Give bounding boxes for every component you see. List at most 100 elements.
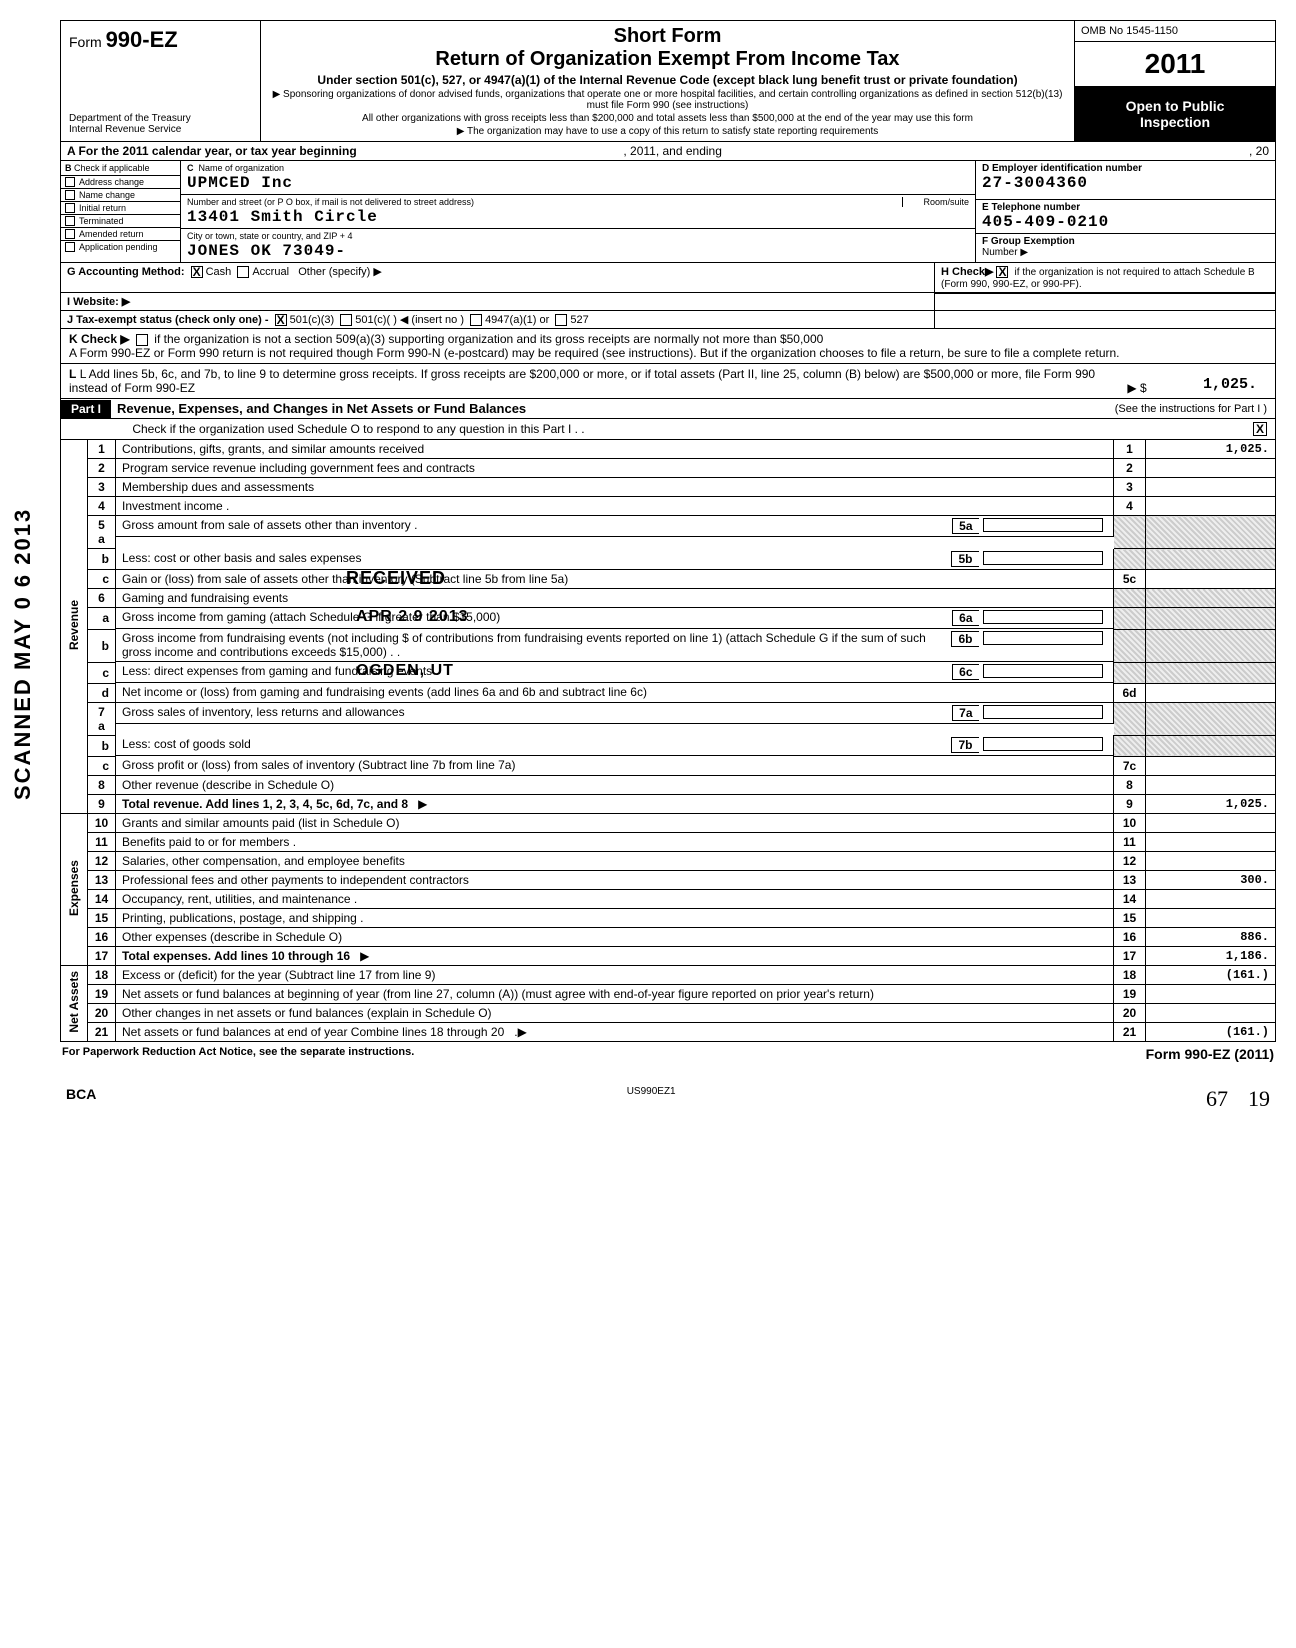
line-10: Expenses 10Grants and similar amounts pa… [61, 813, 1276, 832]
ck-accrual[interactable] [237, 266, 249, 278]
row-i: I Website: ▶ [60, 293, 1276, 311]
ck-app-pending[interactable]: Application pending [61, 241, 180, 253]
a: 300. [1146, 870, 1276, 889]
d: Membership dues and assessments [116, 478, 1114, 497]
a [1146, 1003, 1276, 1022]
header-right: OMB No 1545-1150 2011 Open to Public Ins… [1075, 21, 1275, 141]
shade [1114, 516, 1146, 549]
ck-address-change[interactable]: Address change [61, 176, 180, 189]
ck-schedule-o[interactable] [1253, 422, 1267, 436]
d: Net income or (loss) from gaming and fun… [116, 683, 1114, 702]
ck-amended[interactable]: Amended return [61, 228, 180, 241]
b: 5c [1114, 570, 1146, 589]
sub-amt[interactable] [983, 518, 1103, 532]
j4: 4947(a)(1) or [485, 314, 549, 326]
part1-check: Check if the organization used Schedule … [60, 419, 1276, 440]
g-label: G Accounting Method: [67, 266, 185, 278]
us-code: US990EZ1 [627, 1086, 676, 1112]
a: 1,186. [1146, 946, 1276, 965]
n: c [88, 570, 116, 589]
sub-amt[interactable] [983, 631, 1103, 645]
n: 11 [88, 832, 116, 851]
j5: 527 [570, 314, 588, 326]
other-label: Other (specify) ▶ [298, 266, 382, 278]
city: JONES OK 73049- [187, 242, 346, 260]
b: 15 [1114, 908, 1146, 927]
d: Contributions, gifts, grants, and simila… [116, 440, 1114, 459]
b: 3 [1114, 478, 1146, 497]
line-a: A For the 2011 calendar year, or tax yea… [60, 142, 1276, 161]
b: 10 [1114, 813, 1146, 832]
ck-cash[interactable] [191, 266, 203, 278]
bca-row: BCA US990EZ1 67 19 [60, 1066, 1276, 1116]
b: 9 [1114, 794, 1146, 813]
n: 7 a [88, 702, 116, 735]
shade [1146, 608, 1276, 630]
a: 886. [1146, 927, 1276, 946]
sub-amt[interactable] [983, 551, 1103, 565]
ck-501c3[interactable] [275, 314, 287, 326]
a: 1,025. [1146, 440, 1276, 459]
d: Other expenses (describe in Schedule O) [116, 927, 1114, 946]
a [1146, 984, 1276, 1003]
n: 2 [88, 459, 116, 478]
paperwork-notice: For Paperwork Reduction Act Notice, see … [62, 1046, 414, 1062]
d: Printing, publications, postage, and shi… [116, 908, 1114, 927]
part1-title: Revenue, Expenses, and Changes in Net As… [111, 399, 532, 418]
netassets-label: Net Assets [67, 971, 81, 1033]
d: Gross income from gaming (attach Schedul… [122, 610, 952, 626]
open-line1: Open to Public [1079, 98, 1271, 114]
d-label: D Employer identification number [982, 163, 1142, 174]
open-line2: Inspection [1079, 114, 1271, 130]
line-19: 19Net assets or fund balances at beginni… [61, 984, 1276, 1003]
a: (161.) [1146, 965, 1276, 984]
b: 20 [1114, 1003, 1146, 1022]
sub-amt[interactable] [983, 705, 1103, 719]
ck-4947[interactable] [470, 314, 482, 326]
ck-initial-return[interactable]: Initial return [61, 202, 180, 215]
shade [1114, 549, 1146, 570]
shade [1146, 702, 1276, 735]
footer: For Paperwork Reduction Act Notice, see … [60, 1042, 1276, 1066]
row-l: L L Add lines 5b, 6c, and 7b, to line 9 … [60, 364, 1276, 399]
ck-501c[interactable] [340, 314, 352, 326]
ck-terminated[interactable]: Terminated [61, 215, 180, 228]
row-j: J Tax-exempt status (check only one) - 5… [60, 311, 1276, 329]
line-6b: bGross income from fundraising events (n… [61, 629, 1276, 662]
sub-amt[interactable] [983, 737, 1103, 751]
line-12: 12Salaries, other compensation, and empl… [61, 851, 1276, 870]
d: Less: cost or other basis and sales expe… [122, 551, 951, 567]
side-date-stamp: MAY 0 6 2013 [10, 508, 36, 670]
line-6d: dNet income or (loss) from gaming and fu… [61, 683, 1276, 702]
line-5b: bLess: cost or other basis and sales exp… [61, 549, 1276, 570]
a [1146, 908, 1276, 927]
header-left: Form 990-EZ Department of the Treasury I… [61, 21, 261, 141]
ck-527[interactable] [555, 314, 567, 326]
d: Gaming and fundraising events [116, 589, 1114, 608]
line-5c: c Gain or (loss) from sale of assets oth… [61, 570, 1276, 589]
sub-amt[interactable] [983, 664, 1103, 678]
a [1146, 851, 1276, 870]
b: 18 [1114, 965, 1146, 984]
ck-label: Initial return [79, 203, 126, 213]
phone: 405-409-0210 [982, 213, 1109, 231]
ck-label: Address change [79, 177, 144, 187]
sb: 5a [952, 518, 978, 534]
n: 10 [88, 813, 116, 832]
ck-name-change[interactable]: Name change [61, 189, 180, 202]
ck-k[interactable] [136, 334, 148, 346]
a: 1,025. [1146, 794, 1276, 813]
n: a [88, 608, 116, 630]
d: Net assets or fund balances at beginning… [116, 984, 1114, 1003]
a: (161.) [1146, 1022, 1276, 1041]
check-if-label: Check if applicable [74, 163, 150, 173]
d: Grants and similar amounts paid (list in… [116, 813, 1114, 832]
open-to-public: Open to Public Inspection [1075, 87, 1275, 141]
line-a-end: , 20 [1249, 144, 1269, 158]
col-b: B Check if applicable Address change Nam… [61, 161, 181, 262]
ck-h[interactable] [996, 266, 1008, 278]
d: Gross profit or (loss) from sales of inv… [116, 756, 1114, 775]
sub-amt[interactable] [983, 610, 1103, 624]
f-label2: Number ▶ [982, 247, 1028, 258]
n: 19 [88, 984, 116, 1003]
